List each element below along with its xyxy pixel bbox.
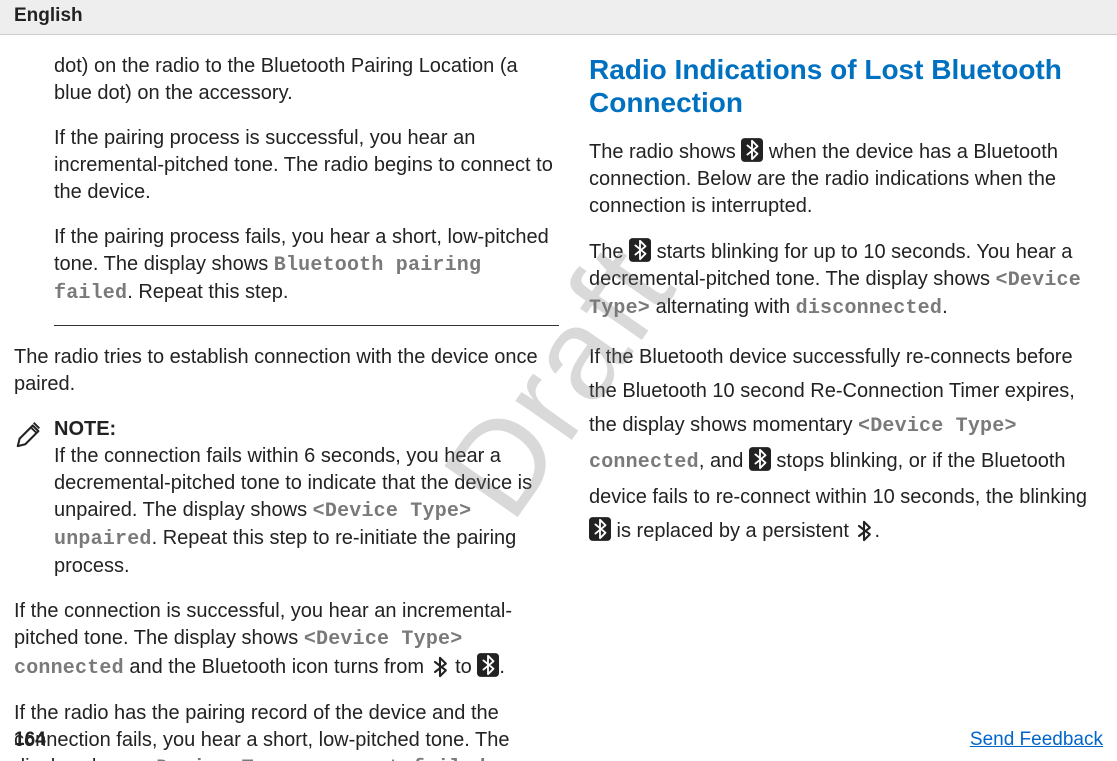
mono-text: disconnected: [796, 297, 942, 320]
note-block: NOTE: If the connection fails within 6 s…: [14, 416, 559, 580]
page-header: English: [0, 0, 1117, 35]
text-run: The: [589, 241, 629, 263]
page-footer: 164 Send Feedback: [14, 727, 1103, 753]
text-run: The radio shows: [589, 141, 741, 163]
paragraph: If the Bluetooth device successfully re-…: [589, 340, 1094, 548]
paragraph: The starts blinking for up to 10 seconds…: [589, 238, 1094, 322]
text-run: and the Bluetooth icon turns from: [124, 656, 430, 678]
text-run: .: [874, 520, 880, 542]
text-run: is replaced by a persistent: [611, 520, 854, 542]
paragraph: dot) on the radio to the Bluetooth Pairi…: [54, 53, 559, 107]
bluetooth-filled-icon: [749, 447, 771, 471]
bluetooth-filled-icon: [741, 138, 763, 162]
bluetooth-outline-icon: [430, 656, 450, 678]
paragraph: The radio tries to establish connection …: [14, 344, 559, 398]
paragraph: If the pairing process fails, you hear a…: [54, 224, 559, 307]
bluetooth-filled-icon: [589, 517, 611, 541]
bluetooth-filled-icon: [629, 238, 651, 262]
right-column: Radio Indications of Lost Bluetooth Conn…: [589, 53, 1094, 761]
text-run: to: [450, 656, 478, 678]
paragraph: If the connection is successful, you hea…: [14, 598, 559, 682]
left-column: dot) on the radio to the Bluetooth Pairi…: [54, 53, 559, 761]
paragraph: If the pairing process is successful, yo…: [54, 125, 559, 206]
mono-text: <Device Type> connect failed: [144, 757, 486, 761]
text-run: alternating with: [650, 296, 796, 318]
note-body: NOTE: If the connection fails within 6 s…: [54, 416, 559, 580]
text-run: .: [486, 756, 492, 761]
page-body: dot) on the radio to the Bluetooth Pairi…: [0, 35, 1117, 761]
text-run: . Repeat this step.: [127, 281, 288, 303]
text-run: , and: [699, 450, 749, 472]
note-title: NOTE:: [54, 416, 559, 443]
note-pencil-icon: [14, 418, 44, 580]
paragraph: The radio shows when the device has a Bl…: [589, 138, 1094, 220]
header-language: English: [14, 5, 83, 26]
note-text: If the connection fails within 6 seconds…: [54, 443, 559, 580]
send-feedback-link[interactable]: Send Feedback: [970, 727, 1103, 753]
bluetooth-outline-icon: [854, 520, 874, 542]
section-heading: Radio Indications of Lost Bluetooth Conn…: [589, 53, 1094, 120]
text-run: .: [942, 296, 948, 318]
bluetooth-filled-icon: [477, 653, 499, 677]
divider: [54, 325, 559, 326]
page-number: 164: [14, 727, 46, 753]
text-run: .: [499, 656, 505, 678]
